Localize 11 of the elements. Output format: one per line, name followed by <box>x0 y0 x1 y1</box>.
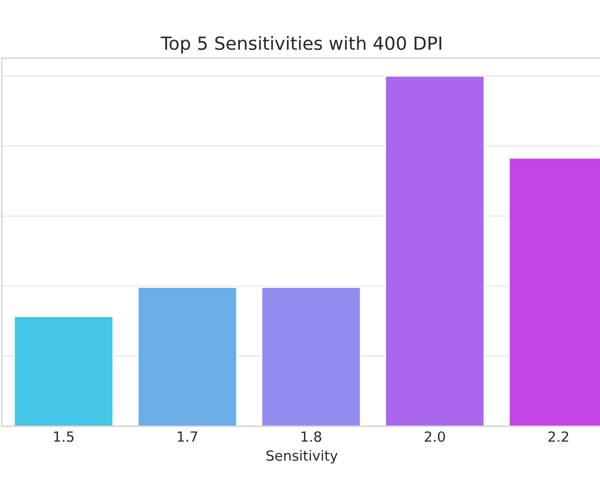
x-axis-title: Sensitivity <box>266 450 338 464</box>
x-tick-label: 2.2 <box>548 431 568 442</box>
chart-title: Top 5 Sensitivities with 400 DPI <box>160 36 442 54</box>
x-tick-label: 2.0 <box>424 431 445 442</box>
bar <box>384 75 485 426</box>
bar <box>13 316 114 426</box>
x-tick-label: 1.8 <box>302 431 322 442</box>
x-tick-label: 1.7 <box>178 432 198 442</box>
bar <box>137 286 238 426</box>
bar <box>260 286 362 426</box>
x-tick-label: 1.5 <box>54 432 74 442</box>
